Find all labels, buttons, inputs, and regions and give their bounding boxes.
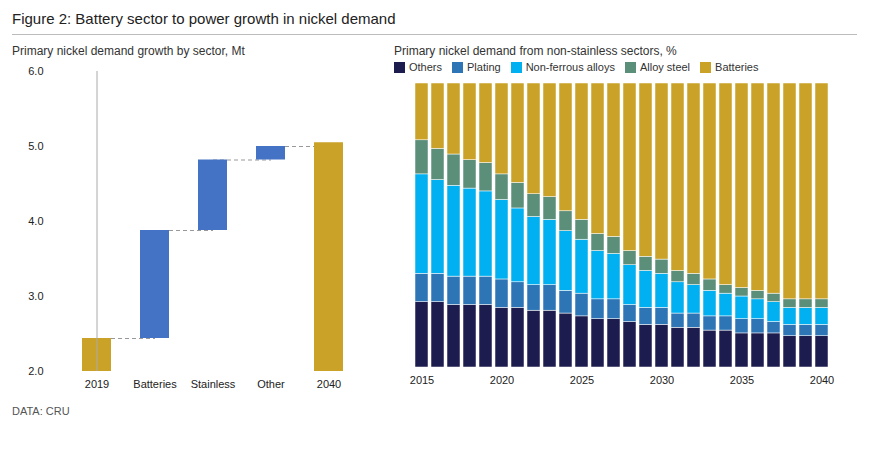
html-text:Alloy steel: Alloy steel (639, 61, 691, 73)
html-text:Primary nickel demand growth b: Primary nickel demand growth by sector, … (12, 44, 245, 58)
svg-text:3.0: 3.0 (28, 290, 43, 302)
svg-text:Batteries: Batteries (133, 378, 177, 390)
html-text:Non-ferrous alloys: Non-ferrous alloys (525, 61, 615, 73)
svg-text:Other: Other (257, 378, 285, 390)
svg-text:4.0: 4.0 (28, 215, 43, 227)
html-text:DATA: CRU: DATA: CRU (12, 405, 70, 417)
svg-text:2040: 2040 (317, 378, 341, 390)
html-text:Others: Others (409, 61, 442, 73)
svg-text:2025: 2025 (570, 374, 594, 386)
svg-text:2015: 2015 (410, 374, 434, 386)
html-text:Plating: Plating (467, 61, 501, 73)
svg-text:6.0: 6.0 (28, 65, 43, 77)
svg-text:Stainless: Stainless (191, 378, 236, 390)
html-text:Primary nickel demand from non: Primary nickel demand from non-stainless… (394, 44, 677, 58)
svg-text:2035: 2035 (730, 374, 754, 386)
svg-text:2.0: 2.0 (28, 365, 43, 377)
svg-text:2020: 2020 (490, 374, 514, 386)
svg-text:2040: 2040 (810, 374, 834, 386)
html-text:Batteries: Batteries (715, 61, 759, 73)
svg-text:2019: 2019 (85, 378, 109, 390)
html-text:Figure 2: Battery sector to po: Figure 2: Battery sector to power growth… (12, 10, 396, 27)
svg-text:2030: 2030 (650, 374, 674, 386)
svg-text:5.0: 5.0 (28, 140, 43, 152)
